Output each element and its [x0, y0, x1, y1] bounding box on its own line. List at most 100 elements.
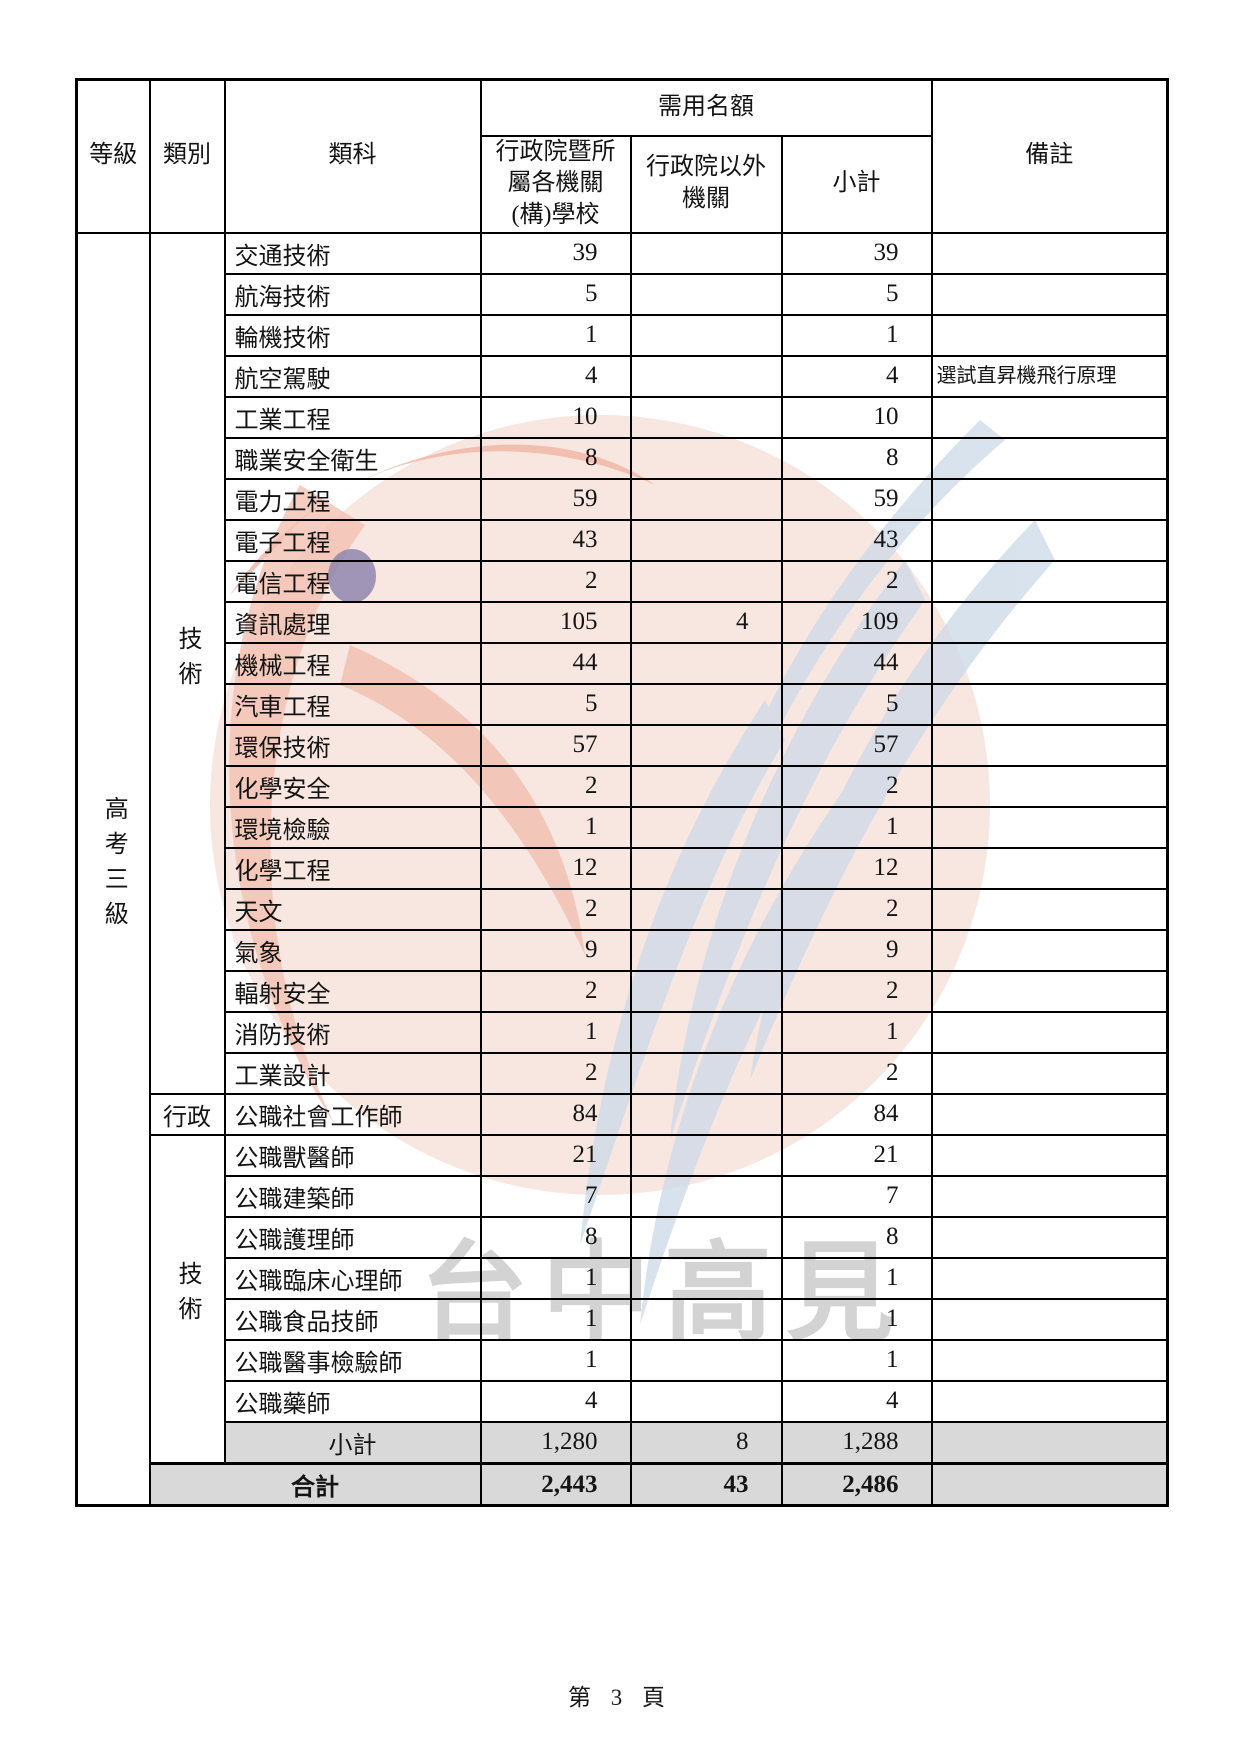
- class-name-cell: 消防技術: [223, 1010, 482, 1054]
- table-row: 汽車工程 5 5: [77, 682, 1169, 726]
- class-name-cell: 化學安全: [223, 764, 482, 808]
- category-label: 行政: [163, 1104, 211, 1131]
- quota-cell-non-executive: [629, 1051, 783, 1095]
- quota-cell-non-executive: [629, 313, 783, 357]
- quota-cell-executive: 12: [479, 846, 632, 890]
- table-row: 輻射安全 2 2: [77, 969, 1169, 1013]
- quota-cell-executive: 84: [479, 1092, 632, 1136]
- quota-cell-non-executive: [629, 1133, 783, 1177]
- header-subtotal: 小計: [780, 134, 933, 234]
- page-number: 第 3 頁: [568, 1685, 672, 1710]
- table-row: 化學安全 2 2: [77, 764, 1169, 808]
- class-name-cell: 輪機技術: [223, 313, 482, 357]
- table-row: 工業工程 10 10: [77, 395, 1169, 439]
- remark-cell: [930, 641, 1169, 685]
- quota-cell-non-executive: [629, 887, 783, 931]
- quota-cell-non-executive: [629, 477, 783, 521]
- class-name-cell: 職業安全衛生: [223, 436, 482, 480]
- remark-cell: [930, 887, 1169, 931]
- table-row: 公職醫事檢驗師 1 1: [77, 1338, 1169, 1382]
- remark-cell: [930, 1010, 1169, 1054]
- quota-cell-subtotal: 5: [780, 682, 933, 726]
- quota-cell-executive: 1: [479, 1256, 632, 1300]
- table-row: 環境檢驗 1 1: [77, 805, 1169, 849]
- subtotal-remark: [930, 1420, 1169, 1465]
- remark-cell: [930, 600, 1169, 644]
- quota-cell-non-executive: [629, 1010, 783, 1054]
- class-name-cell: 環保技術: [223, 723, 482, 767]
- table-row: 高考三級 技術 交通技術 39 39: [75, 231, 1169, 1507]
- quota-cell-subtotal: 12: [780, 846, 933, 890]
- quota-cell-subtotal: 2: [780, 969, 933, 1013]
- class-name-cell: 輻射安全: [223, 969, 482, 1013]
- quota-cell-subtotal: 1: [780, 1256, 933, 1300]
- quota-cell-subtotal: 8: [780, 1215, 933, 1259]
- class-name-cell: 資訊處理: [223, 600, 482, 644]
- class-name-cell: 公職護理師: [223, 1215, 482, 1259]
- quota-cell-executive: 1: [479, 313, 632, 357]
- remark-cell: [930, 1338, 1169, 1382]
- remark-cell: [930, 1379, 1169, 1423]
- table-row: 輪機技術 1 1: [77, 313, 1169, 357]
- table-row: 工業設計 2 2: [77, 1051, 1169, 1095]
- table-row: 環保技術 57 57: [77, 723, 1169, 767]
- subtotal-non-executive: 8: [629, 1420, 783, 1465]
- quota-cell-executive: 1: [479, 1338, 632, 1382]
- category-cell: 技術: [148, 231, 226, 1095]
- total-subtotal: 2,486: [780, 1462, 933, 1507]
- remark-cell: [930, 723, 1169, 767]
- remark-cell: [930, 1215, 1169, 1259]
- quota-cell-non-executive: [629, 559, 783, 603]
- remark-cell: 選試直昇機飛行原理: [930, 354, 1169, 398]
- quota-cell-subtotal: 44: [780, 641, 933, 685]
- quota-cell-subtotal: 1: [780, 1338, 933, 1382]
- quota-cell-non-executive: [629, 436, 783, 480]
- remark-cell: [930, 1051, 1169, 1095]
- quota-cell-non-executive: [629, 764, 783, 808]
- quota-table: 等級 類別 類科 需用名額 備註 行政院暨所 屬各機關 (構)學校 行政院以外 …: [75, 78, 1170, 1508]
- quota-cell-non-executive: [629, 1338, 783, 1382]
- quota-cell-subtotal: 2: [780, 887, 933, 931]
- table-row: 技術 公職獸醫師 21 21: [77, 1133, 1169, 1465]
- quota-cell-subtotal: 2: [780, 559, 933, 603]
- quota-cell-non-executive: [629, 682, 783, 726]
- remark-cell: [930, 928, 1169, 972]
- table-row: 電力工程 59 59: [77, 477, 1169, 521]
- subtotal-row: 小計 1,280 8 1,288: [77, 1420, 1169, 1465]
- total-executive: 2,443: [479, 1462, 632, 1507]
- quota-cell-executive: 57: [479, 723, 632, 767]
- remark-cell: [930, 477, 1169, 521]
- class-name-cell: 公職食品技師: [223, 1297, 482, 1341]
- quota-cell-subtotal: 84: [780, 1092, 933, 1136]
- quota-cell-executive: 21: [479, 1133, 632, 1177]
- quota-cell-executive: 44: [479, 641, 632, 685]
- table-row: 職業安全衛生 8 8: [77, 436, 1169, 480]
- class-name-cell: 公職獸醫師: [223, 1133, 482, 1177]
- header-executive-agencies: 行政院暨所 屬各機關 (構)學校: [479, 134, 632, 234]
- remark-cell: [930, 231, 1169, 275]
- header-level: 等級: [75, 78, 151, 234]
- quota-cell-non-executive: [629, 354, 783, 398]
- class-name-cell: 天文: [223, 887, 482, 931]
- table-row: 航空駕駛 4 4 選試直昇機飛行原理: [77, 354, 1169, 398]
- subtotal-executive: 1,280: [479, 1420, 632, 1465]
- table-row: 公職護理師 8 8: [77, 1215, 1169, 1259]
- remark-cell: [930, 518, 1169, 562]
- level-label: 高考三級: [100, 796, 127, 937]
- quota-cell-subtotal: 10: [780, 395, 933, 439]
- remark-cell: [930, 969, 1169, 1013]
- category-cell: 技術: [148, 1133, 226, 1465]
- quota-cell-subtotal: 1: [780, 805, 933, 849]
- quota-cell-executive: 10: [479, 395, 632, 439]
- quota-cell-subtotal: 1: [780, 1010, 933, 1054]
- total-label: 合計: [148, 1462, 482, 1507]
- total-remark: [930, 1462, 1169, 1507]
- quota-cell-non-executive: [629, 231, 783, 275]
- quota-cell-subtotal: 39: [780, 231, 933, 275]
- remark-cell: [930, 559, 1169, 603]
- table-row: 化學工程 12 12: [77, 846, 1169, 890]
- remark-cell: [930, 764, 1169, 808]
- quota-cell-non-executive: [629, 272, 783, 316]
- class-name-cell: 公職社會工作師: [223, 1092, 482, 1136]
